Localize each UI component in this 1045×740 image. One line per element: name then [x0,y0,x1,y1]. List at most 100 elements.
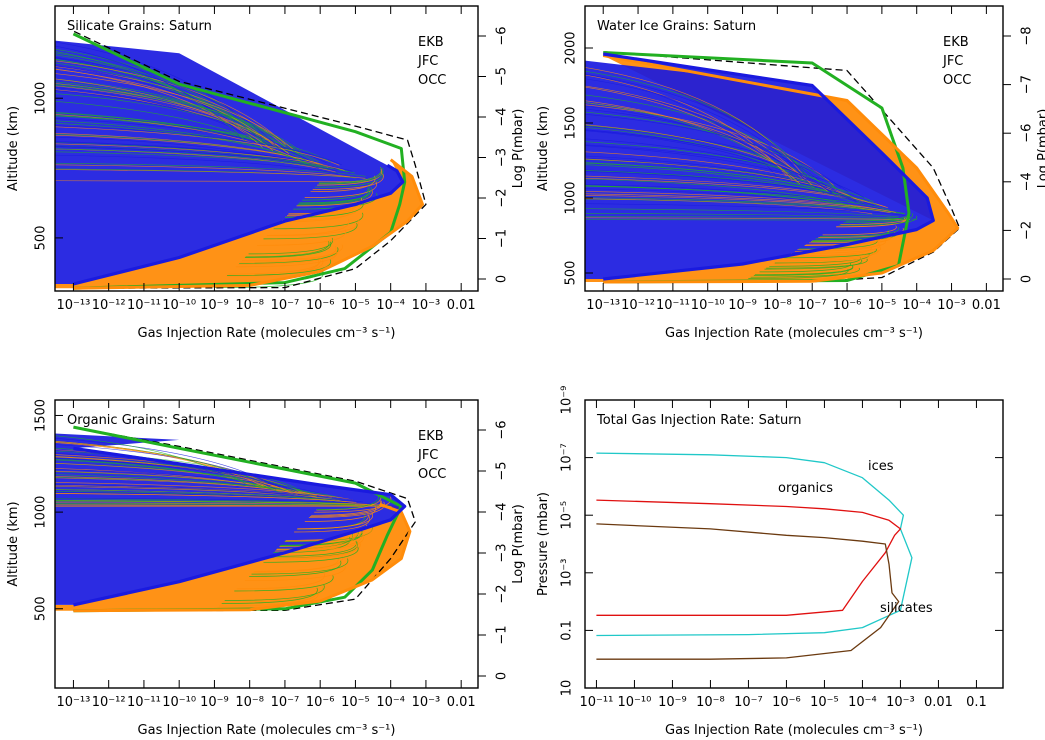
bundle-line [251,558,349,575]
bundle-line [585,212,900,219]
bundle-line [55,469,327,496]
bundle-line [55,477,340,498]
y2-tick-label: −8 [1020,26,1035,45]
jfc-line [73,158,424,290]
bundle-line [55,468,298,496]
bundle-line [55,450,301,490]
y2-tick-label: −7 [1020,75,1035,94]
bundle-line [585,197,906,214]
legend-jfc: JFC [417,54,438,69]
bundle-line [55,476,317,498]
x-tick-label: 10⁻¹² [92,695,126,710]
bundle-line [244,564,346,581]
bundle-line [257,229,346,246]
bundle-line [55,51,247,143]
bundle-line [585,175,886,208]
bundle-line [585,178,858,209]
bundle-line [585,155,857,202]
plot-area [585,51,961,284]
bundle-line [838,215,918,226]
x-tick-label: 10⁻⁹ [200,298,229,313]
jfc-line [73,502,412,613]
x-tick-label: 10⁻⁴ [376,695,405,710]
bundle-line [55,486,340,501]
y2-tick-label: −2 [495,584,510,603]
bundle-line [585,129,833,194]
legend-jfc: JFC [942,54,963,69]
x-tick-label: 10⁻⁴ [902,298,931,313]
x-tick-label: 10⁻¹⁰ [162,298,196,313]
bundle-line [55,73,293,150]
bundle-line [778,251,874,262]
bundle-line [585,191,891,212]
bundle-line [585,100,801,185]
bundle-line [279,530,357,547]
x-tick-label: 10⁻¹⁰ [691,298,725,313]
x-tick-label: 10⁻⁶ [772,695,801,710]
bundle-line [55,52,264,143]
bundle-line [244,241,332,258]
x-tick-label: 10⁻⁶ [306,298,335,313]
y2-tick-label: −6 [495,26,510,45]
bundle-line [585,141,852,197]
y2-tick-label: −5 [495,461,510,480]
legend-ekb: EKB [418,35,444,50]
bundle-line [55,62,268,146]
x-tick-label: 10⁻⁹ [658,695,687,710]
bundle-line [312,173,384,190]
y-tick-label: 1500 [564,106,579,139]
y2-tick-label: −3 [495,148,510,167]
plot-area [55,425,416,613]
bundle-line [781,249,879,260]
bundle-line [585,74,808,177]
x-axis-label: Gas Injection Rate (molecules cm⁻³ s⁻¹) [138,723,396,738]
ekb-line [73,425,403,613]
bundle-line [55,169,366,179]
bundle-line [585,125,849,193]
y-tick-label: 1000 [564,181,579,214]
bundle-line [55,489,340,502]
x-tick-label: 10⁻³ [412,298,441,313]
bundle-line [304,181,377,198]
bundle-line [585,162,860,204]
y2-tick-label: −6 [1020,124,1035,143]
bundle-line [273,212,364,230]
bundle-line [750,267,860,278]
x-tick-label: 10⁻¹¹ [580,695,614,710]
chart-panel-1: EKB JFC OCC 10⁻¹³ 10⁻¹² 10⁻¹¹ 10⁻¹⁰ 10⁻⁹ 10⁻⁸ 10⁻… [6,5,526,341]
bundle-line [55,164,351,178]
bundle-line [55,133,329,168]
x-tick-label: 10⁻⁵ [868,298,897,313]
envelope-line [73,30,427,289]
bundle-line [55,83,302,153]
bundle-line [585,178,888,208]
y2-axis-label: Log P(mbar) [511,504,526,584]
x-tick-label: 10⁻⁸ [235,298,264,313]
bundle-line [279,530,363,547]
x-tick-label: 10⁻⁹ [728,298,757,313]
bundle-line [224,584,325,601]
x-tick-label: 10⁻³ [886,695,915,710]
x-tick-label: 10⁻⁵ [341,695,370,710]
bundle-line [55,458,279,493]
bundle-line [298,187,369,205]
x-tick-label: 10⁻⁸ [235,695,264,710]
chart-panel-4: ices organics silicates 10⁻¹¹ 10⁻¹⁰ 10⁻⁹ 10⁻⁸ 1… [536,386,1004,738]
bundle-line [55,482,349,500]
occ-fill [55,433,405,605]
chart-panel-3: EKB JFC OCC 10⁻¹³ 10⁻¹² 10⁻¹¹ 10⁻¹⁰ 10⁻⁹ 10⁻⁸ 10⁻… [6,399,526,738]
jfc-line [602,54,960,284]
y2-tick-label: 0 [1020,275,1035,283]
bundle-line [55,60,287,146]
x-tick-label: 10⁻¹¹ [127,298,161,313]
bundle-line [266,219,360,237]
bundle-line [585,171,875,206]
bundle-line [55,498,356,505]
y-tick-label: 10 [560,680,575,697]
y-axis-label: Altitude (km) [6,106,21,191]
bundle-line [267,219,350,236]
x-tick-label: 10⁻¹² [92,298,126,313]
y2-tick-label: −5 [495,67,510,86]
bundle-line [55,65,270,147]
